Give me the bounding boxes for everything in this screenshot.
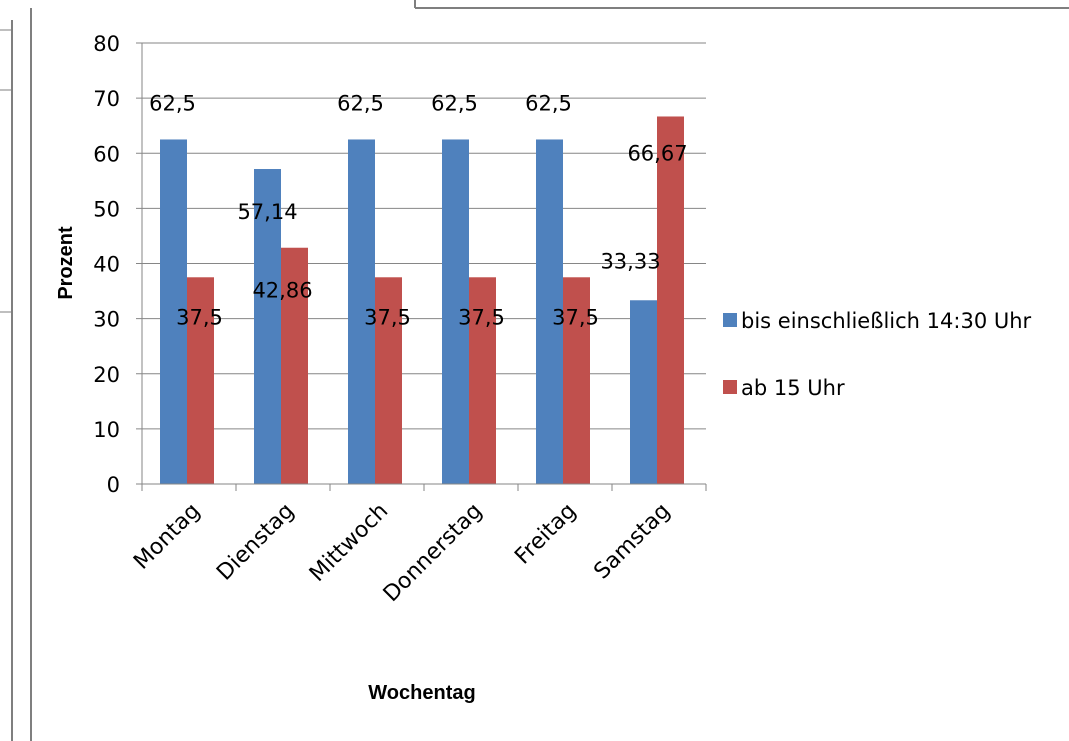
y-tick-label: 40	[93, 253, 120, 277]
data-label: 37,5	[176, 305, 223, 329]
data-label: 42,86	[252, 279, 312, 303]
y-tick-label: 60	[93, 142, 120, 166]
bar-series-2-dienstag	[281, 247, 308, 484]
data-label: 37,5	[552, 305, 599, 329]
legend-swatch-series-1	[723, 313, 737, 327]
y-axis-ticks: 0 10 20 30 40 50 60 70 80	[93, 32, 142, 497]
y-tick-label: 20	[93, 363, 120, 387]
bar-series-1-donnerstag	[442, 139, 469, 484]
data-label: 62,5	[431, 91, 478, 115]
x-axis-title: Wochentag	[368, 682, 475, 704]
bar-series-2-freitag	[563, 277, 590, 484]
x-tick-label: Dienstag	[212, 499, 299, 586]
y-tick-label: 10	[93, 418, 120, 442]
data-label: 57,14	[237, 200, 297, 224]
y-axis-title: Prozent	[55, 226, 77, 300]
y-tick-label: 50	[93, 197, 120, 221]
bar-series-1-mittwoch	[348, 139, 375, 484]
bar-series-1-dienstag	[254, 169, 281, 484]
bar-series-2-donnerstag	[469, 277, 496, 484]
bar-series-1-samstag	[630, 300, 657, 484]
data-label: 37,5	[458, 305, 505, 329]
x-tick-label: Montag	[129, 499, 205, 575]
bar-series-1-montag	[160, 139, 187, 484]
gridlines	[142, 42, 706, 430]
x-tick-label: Samstag	[589, 499, 675, 585]
data-label: 62,5	[337, 91, 384, 115]
y-tick-label: 30	[93, 308, 120, 332]
bar-series-2-montag	[187, 277, 214, 484]
bars	[160, 116, 684, 484]
bar-series-2-mittwoch	[375, 277, 402, 484]
x-tick-label: Mittwoch	[305, 499, 393, 587]
data-label: 62,5	[525, 91, 572, 115]
bar-series-1-freitag	[536, 139, 563, 484]
data-label: 37,5	[364, 305, 411, 329]
y-tick-label: 0	[107, 473, 120, 497]
y-tick-label: 70	[93, 87, 120, 111]
data-labels: 62,5 57,14 62,5 62,5 62,5 33,33 37,5 42,86 37,5 3…	[149, 91, 687, 329]
legend-swatch-series-2	[723, 380, 737, 394]
x-tick-label: Freitag	[510, 499, 581, 570]
data-label: 66,67	[627, 141, 687, 165]
x-tick-label: Donnerstag	[379, 499, 487, 607]
data-label: 62,5	[149, 91, 196, 115]
legend-label-series-2: ab 15 Uhr	[741, 376, 845, 400]
legend-label-series-1: bis einschließlich 14:30 Uhr	[741, 309, 1032, 333]
y-tick-label: 80	[93, 32, 120, 56]
bar-series-2-samstag	[657, 116, 684, 484]
data-label: 33,33	[600, 249, 660, 273]
legend: bis einschließlich 14:30 Uhr ab 15 Uhr	[723, 309, 1032, 400]
